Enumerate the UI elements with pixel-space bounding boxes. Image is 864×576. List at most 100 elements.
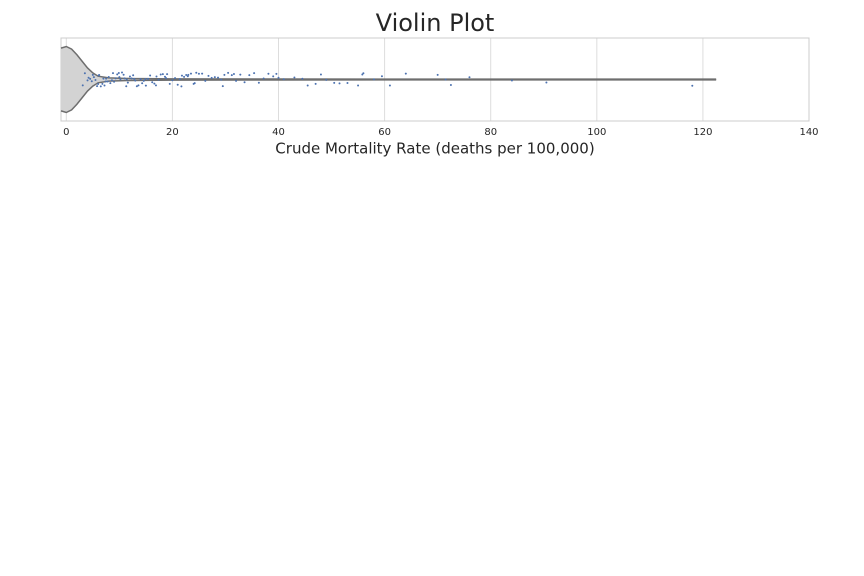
data-point (139, 78, 142, 81)
data-point (272, 75, 275, 78)
data-point (197, 72, 200, 75)
data-point (86, 79, 89, 82)
data-point (221, 85, 224, 88)
data-point (123, 77, 126, 80)
data-point (141, 82, 144, 85)
data-point (157, 78, 160, 81)
data-point (90, 80, 93, 83)
data-point (116, 73, 119, 76)
data-point (372, 78, 375, 81)
data-point (306, 84, 309, 87)
data-point (159, 73, 162, 76)
data-point (125, 78, 128, 81)
data-point (165, 77, 168, 80)
data-point (293, 76, 296, 79)
x-tick-label: 120 (693, 127, 712, 138)
data-point (388, 84, 391, 87)
data-point (213, 76, 216, 79)
data-point (106, 80, 109, 83)
data-point (186, 75, 189, 78)
data-point (468, 76, 471, 79)
x-tick-label: 0 (63, 127, 69, 138)
data-point (232, 72, 235, 75)
data-point (691, 84, 694, 87)
data-point (380, 75, 383, 78)
x-tick-label: 40 (272, 127, 285, 138)
data-point (436, 73, 439, 76)
data-point (119, 78, 122, 81)
data-point (155, 75, 158, 78)
violin-outline-upper (60, 45, 717, 80)
data-point (510, 79, 513, 82)
data-point (121, 71, 124, 74)
data-point (217, 76, 220, 79)
data-point (99, 85, 102, 88)
data-point (248, 74, 251, 77)
data-point (195, 71, 198, 74)
data-point (149, 74, 152, 77)
data-point (204, 79, 207, 82)
data-point (166, 73, 169, 76)
data-point (333, 81, 336, 84)
data-point (176, 83, 179, 86)
data-point (277, 76, 280, 79)
data-point (128, 75, 131, 78)
data-point (174, 77, 177, 80)
data-point (87, 76, 90, 79)
data-point (183, 75, 186, 78)
data-point (89, 77, 92, 80)
data-point (338, 82, 341, 85)
x-tick-label: 140 (799, 127, 818, 138)
x-tick-label: 100 (587, 127, 606, 138)
data-point (168, 82, 171, 85)
data-point (275, 72, 278, 75)
data-point (97, 74, 100, 77)
data-point (91, 73, 94, 76)
data-point (142, 79, 145, 82)
data-point (325, 78, 328, 81)
data-point (444, 78, 447, 81)
data-point (185, 73, 188, 76)
data-point (220, 78, 223, 81)
data-point (147, 77, 150, 80)
data-point (114, 77, 117, 80)
data-point (113, 80, 116, 83)
x-tick-label: 60 (378, 127, 391, 138)
data-point (210, 76, 213, 79)
data-point (132, 74, 135, 77)
data-point (92, 76, 95, 79)
data-point (178, 78, 181, 81)
data-point (96, 85, 99, 88)
data-point (239, 73, 242, 76)
data-point (103, 84, 106, 87)
data-point (171, 79, 174, 82)
data-point (545, 81, 548, 84)
data-point (111, 72, 114, 75)
data-point (404, 72, 407, 75)
data-point (97, 82, 100, 85)
data-point (110, 79, 113, 82)
violin-outline-lower (60, 79, 717, 114)
data-point (319, 73, 322, 76)
data-point (81, 84, 84, 87)
data-point (105, 77, 108, 80)
data-point (362, 72, 365, 75)
data-point (235, 79, 238, 82)
data-point (357, 84, 360, 87)
data-point (163, 75, 166, 78)
data-point (126, 81, 129, 84)
chart-title: Violin Plot (376, 9, 495, 37)
data-point (257, 81, 260, 84)
data-point (253, 72, 256, 75)
data-point (161, 73, 164, 76)
data-point (117, 71, 120, 74)
data-point (223, 73, 226, 76)
data-point (125, 85, 128, 88)
data-point (207, 74, 210, 77)
data-point (301, 77, 304, 80)
data-point (262, 77, 265, 80)
data-point (193, 82, 196, 85)
data-point (346, 82, 349, 85)
data-point (122, 73, 125, 76)
data-point (118, 76, 121, 79)
